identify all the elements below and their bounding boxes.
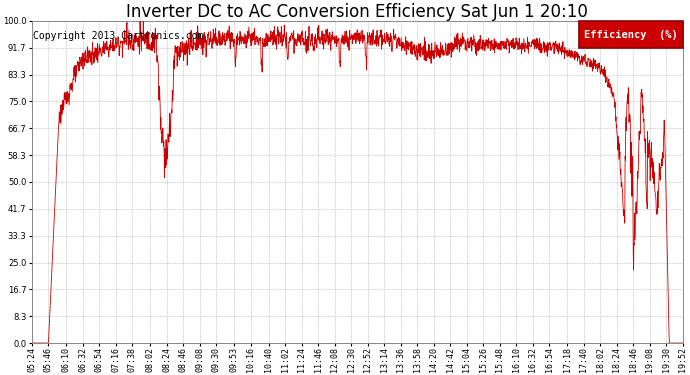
Title: Inverter DC to AC Conversion Efficiency Sat Jun 1 20:10: Inverter DC to AC Conversion Efficiency … — [126, 3, 589, 21]
Text: Efficiency  (%): Efficiency (%) — [584, 30, 678, 40]
FancyBboxPatch shape — [579, 21, 682, 48]
Text: Copyright 2013 Cartronics.com: Copyright 2013 Cartronics.com — [33, 31, 204, 40]
